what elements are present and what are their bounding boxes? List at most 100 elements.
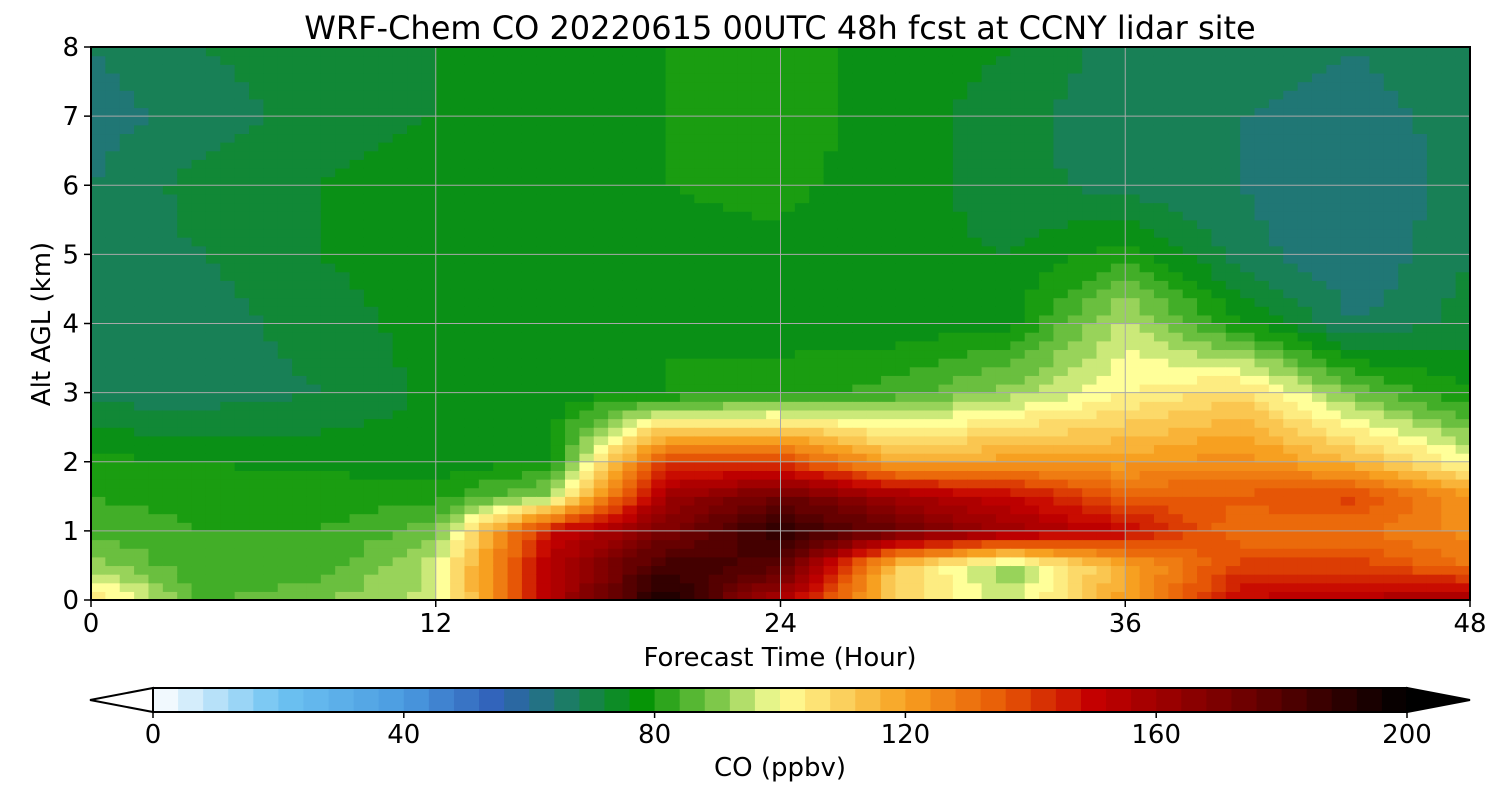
heatmap-cell — [277, 72, 293, 83]
heatmap-cell — [794, 383, 810, 394]
heatmap-cell — [952, 332, 968, 342]
heatmap-cell — [407, 323, 422, 333]
heatmap-cell — [363, 72, 379, 83]
heatmap-cell — [1082, 47, 1098, 57]
heatmap-cell — [938, 72, 954, 83]
heatmap-cell — [249, 461, 264, 471]
heatmap-cell — [450, 358, 466, 368]
heatmap-cell — [924, 211, 940, 221]
heatmap-cell — [909, 90, 925, 100]
heatmap-cell — [1096, 245, 1112, 255]
heatmap-cell — [1067, 245, 1083, 255]
heatmap-cell — [335, 574, 351, 584]
heatmap-cell — [593, 435, 609, 446]
heatmap-cell — [507, 427, 523, 437]
heatmap-cell — [608, 539, 624, 549]
heatmap-cell — [536, 219, 552, 230]
heatmap-cell — [1182, 263, 1198, 273]
heatmap-cell — [521, 470, 537, 480]
heatmap-cell — [277, 254, 293, 264]
heatmap-cell — [277, 418, 293, 428]
heatmap-cell — [464, 167, 480, 178]
heatmap-cell — [550, 254, 566, 264]
heatmap-cell — [622, 366, 638, 376]
heatmap-cell — [134, 349, 150, 359]
heatmap-cell — [952, 176, 968, 186]
heatmap-cell — [751, 435, 767, 446]
heatmap-cell — [306, 548, 322, 558]
heatmap-cell — [1010, 383, 1026, 394]
heatmap-cell — [320, 64, 336, 74]
heatmap-cell — [378, 444, 394, 454]
heatmap-cell — [665, 150, 681, 160]
heatmap-cell — [205, 228, 221, 238]
heatmap-cell — [881, 332, 897, 342]
heatmap-cell — [837, 263, 853, 273]
heatmap-cell — [234, 55, 250, 65]
heatmap-cell — [148, 271, 164, 281]
heatmap-cell — [320, 245, 336, 255]
heatmap-cell — [1125, 392, 1141, 402]
heatmap-cell — [91, 522, 106, 532]
heatmap-cell — [407, 574, 422, 584]
heatmap-cell — [924, 167, 940, 178]
heatmap-cell — [751, 487, 767, 497]
heatmap-cell — [550, 340, 566, 351]
heatmap-cell — [292, 288, 308, 299]
heatmap-cell — [1024, 591, 1040, 601]
heatmap-cell — [565, 539, 580, 549]
heatmap-cell — [1168, 453, 1184, 463]
heatmap-cell — [579, 280, 595, 290]
heatmap-cell — [349, 159, 365, 169]
heatmap-cell — [665, 435, 681, 446]
heatmap-cell — [636, 185, 652, 195]
heatmap-cell — [909, 453, 925, 463]
heatmap-cell — [622, 72, 638, 83]
heatmap-cell — [277, 548, 293, 558]
heatmap-cell — [1010, 392, 1026, 402]
heatmap-cell — [593, 64, 609, 74]
heatmap-cell — [694, 314, 710, 325]
heatmap-cell — [306, 116, 322, 126]
heatmap-cell — [1110, 556, 1126, 567]
heatmap-cell — [780, 427, 796, 437]
heatmap-cell — [1182, 349, 1198, 359]
heatmap-cell — [881, 245, 897, 255]
heatmap-cell — [723, 306, 738, 316]
heatmap-cell — [148, 90, 164, 100]
heatmap-cell — [665, 582, 681, 592]
heatmap-cell — [493, 64, 509, 74]
heatmap-cell — [823, 461, 839, 471]
heatmap-cell — [809, 219, 825, 230]
heatmap-cell — [493, 323, 509, 333]
heatmap-cell — [105, 418, 121, 428]
heatmap-cell — [1125, 150, 1141, 160]
heatmap-cell — [608, 72, 624, 83]
heatmap-cell — [1182, 479, 1198, 489]
heatmap-cell — [277, 513, 293, 523]
heatmap-cell — [536, 418, 552, 428]
heatmap-cell — [421, 211, 437, 221]
heatmap-cell — [723, 263, 738, 273]
heatmap-cell — [1110, 591, 1126, 601]
heatmap-cell — [967, 539, 983, 549]
heatmap-cell — [349, 349, 365, 359]
heatmap-cell — [766, 332, 782, 342]
heatmap-cell — [895, 366, 911, 376]
heatmap-cell — [349, 297, 365, 307]
heatmap-cell — [995, 401, 1011, 411]
heatmap-cell — [593, 479, 609, 489]
heatmap-cell — [694, 539, 710, 549]
heatmap-cell — [708, 142, 724, 152]
heatmap-cell — [478, 556, 494, 567]
heatmap-cell — [277, 271, 293, 281]
heatmap-cell — [952, 444, 968, 454]
heatmap-cell — [134, 167, 150, 178]
heatmap-cell — [665, 358, 681, 368]
heatmap-cell — [1153, 349, 1169, 359]
heatmap-cell — [766, 314, 782, 325]
heatmap-cell — [292, 124, 308, 135]
heatmap-cell — [1125, 556, 1141, 567]
heatmap-cell — [421, 245, 437, 255]
heatmap-cell — [852, 574, 868, 584]
